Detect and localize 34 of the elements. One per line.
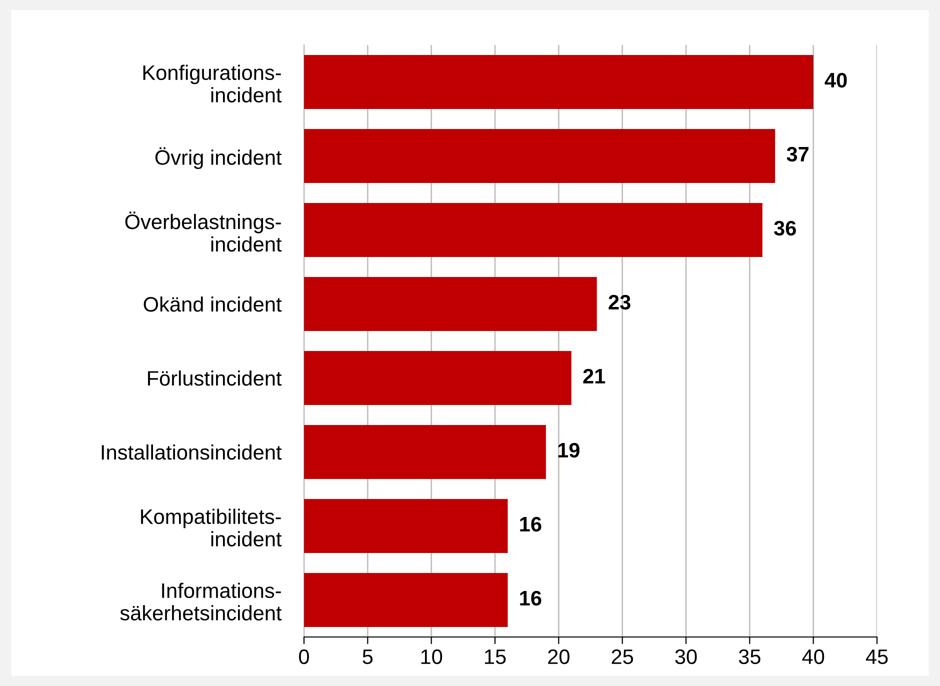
y-tick-label: Överbelastnings- incident: [125, 212, 282, 252]
y-tick-label: Informations- säkerhetsincident: [120, 582, 282, 620]
bar: [304, 572, 508, 628]
y-tick-label: Övrig incident: [155, 147, 282, 170]
y-tick-label: Konfigurations- incident: [143, 64, 282, 102]
x-tick-label: 5: [362, 650, 373, 664]
x-tick-label: 20: [548, 649, 570, 664]
x-tick-label: 10: [421, 649, 442, 664]
x-tick-label: 15: [485, 650, 506, 664]
x-tick-label: 45: [866, 650, 888, 664]
bar: [304, 350, 572, 406]
data-label: 16: [520, 590, 542, 606]
bar: [304, 54, 814, 110]
data-label: 37: [786, 146, 808, 162]
bar: [304, 128, 776, 184]
y-tick-label: Okänd incident: [144, 296, 282, 312]
x-tick-label: 40: [802, 649, 824, 664]
bar: [304, 424, 546, 480]
data-label: 19: [558, 442, 580, 458]
x-tick-label: 30: [675, 649, 697, 664]
bar: [304, 498, 508, 554]
data-label: 23: [608, 294, 630, 310]
y-tick-label: Förlustincident: [148, 370, 282, 386]
data-label: 36: [774, 220, 796, 236]
bar: [304, 202, 762, 258]
y-tick-label: Kompatibilitets- incident: [141, 508, 282, 546]
bar: [304, 276, 597, 332]
y-tick-label: Installationsincident: [102, 444, 282, 460]
x-tick-label: 35: [738, 649, 760, 664]
x-tick-label: 0: [299, 649, 309, 664]
x-tick-label: 25: [612, 649, 634, 664]
data-label: 40: [824, 72, 847, 88]
data-label: 16: [520, 516, 542, 532]
data-label: 21: [583, 368, 606, 384]
